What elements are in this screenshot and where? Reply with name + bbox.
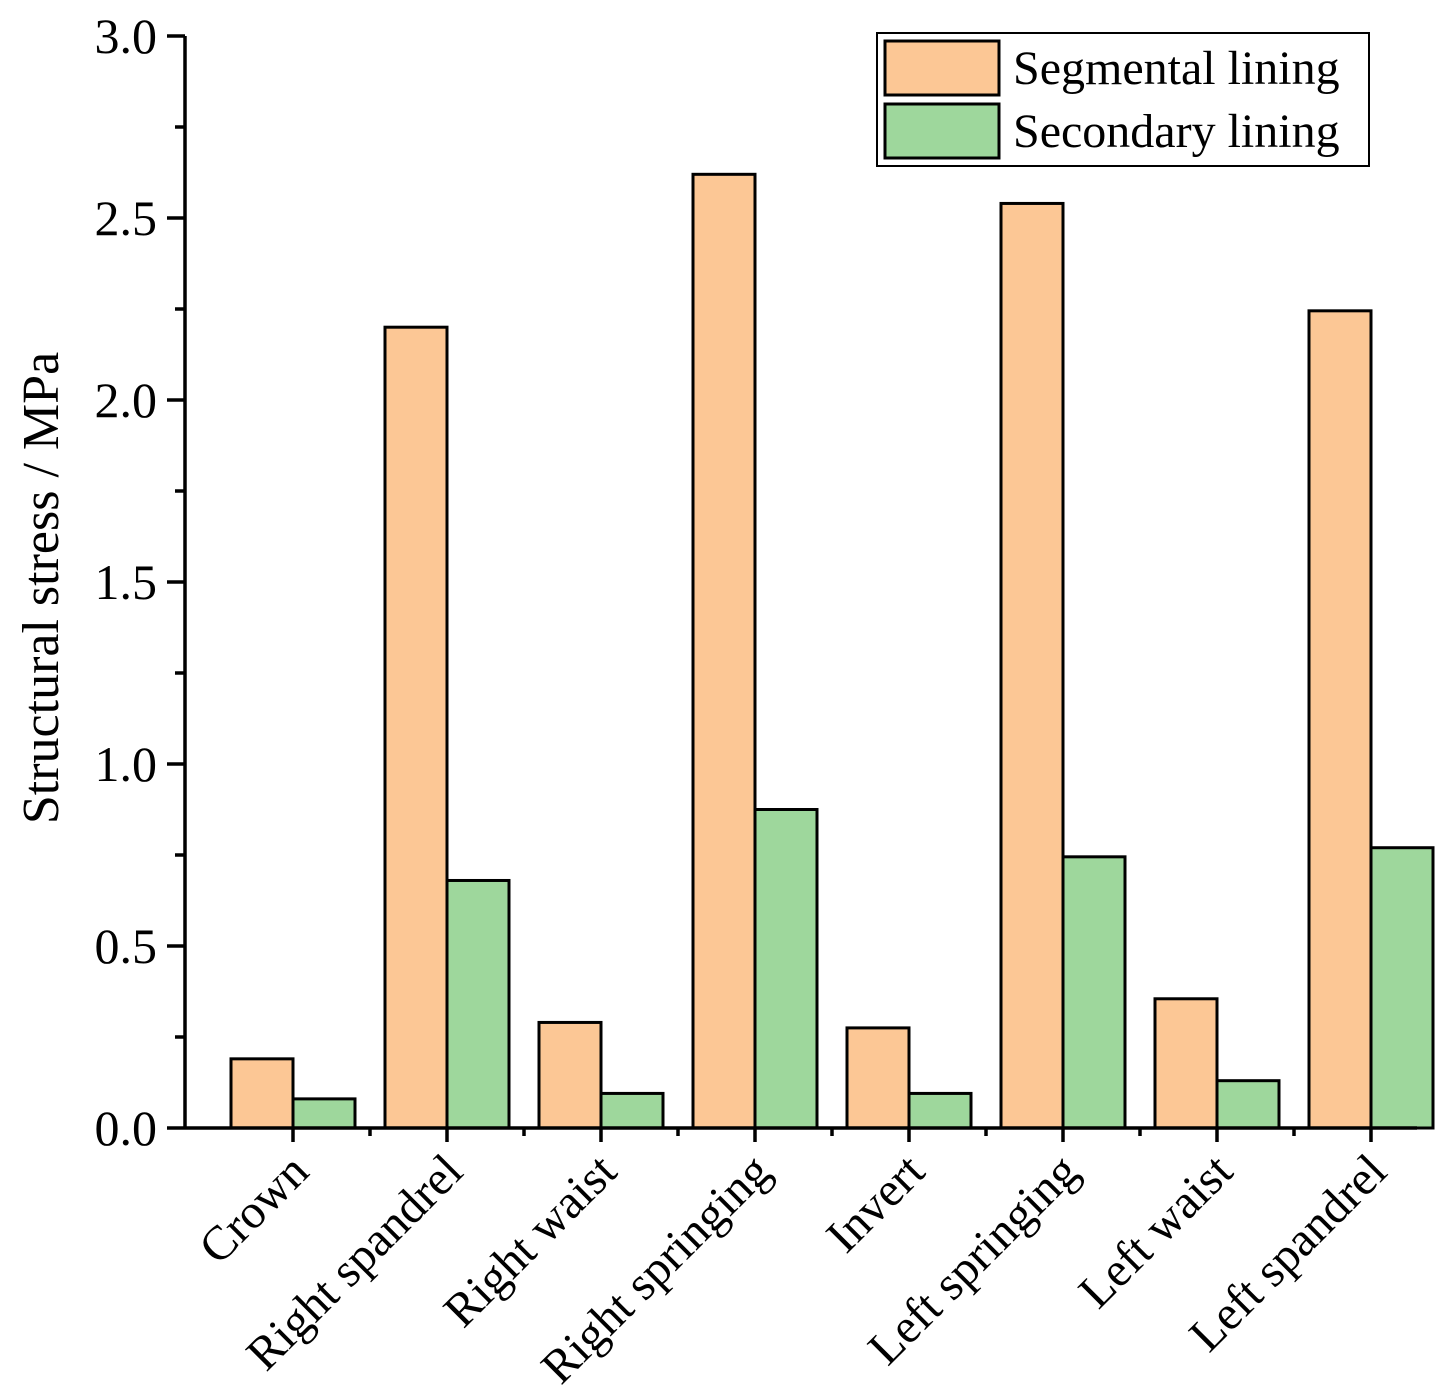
bar-secondary — [1215, 1079, 1281, 1130]
legend-swatch-segmental — [883, 39, 1001, 97]
bar-segmental — [691, 172, 757, 1130]
bar-segmental — [999, 201, 1065, 1130]
bar-segmental — [383, 325, 449, 1130]
bars-group — [229, 172, 1435, 1130]
y-tick-label: 0.0 — [95, 1100, 158, 1156]
bar-segmental — [1153, 997, 1219, 1130]
bar-secondary — [445, 878, 511, 1130]
bar-segmental — [229, 1057, 295, 1130]
bar-secondary — [291, 1097, 357, 1130]
y-ticks-group: 0.0 0.5 1.0 1.5 2.0 2.5 3.0 — [95, 8, 185, 1156]
y-tick-label: 1.5 — [95, 554, 158, 610]
y-axis-title: Structural stress / MPa — [13, 352, 70, 824]
y-tick-label: 3.0 — [95, 8, 158, 64]
bar-secondary — [1369, 846, 1435, 1130]
y-tick-label: 1.0 — [95, 736, 158, 792]
legend: Segmental lining Secondary lining — [876, 32, 1370, 167]
x-category-label: Crown — [189, 1144, 319, 1274]
bar-segmental — [537, 1020, 603, 1130]
bar-segmental — [1307, 309, 1373, 1130]
bar-secondary — [1061, 855, 1127, 1130]
bar-secondary — [753, 808, 819, 1130]
y-tick-label: 0.5 — [95, 918, 158, 974]
y-tick-label: 2.5 — [95, 190, 158, 246]
y-tick-label: 2.0 — [95, 372, 158, 428]
bar-secondary — [599, 1091, 665, 1130]
x-category-label: Invert — [816, 1144, 935, 1263]
bar-segmental — [845, 1026, 911, 1130]
legend-label-secondary: Secondary lining — [1013, 105, 1340, 158]
legend-swatch-secondary — [883, 102, 1001, 160]
legend-label-segmental: Segmental lining — [1013, 42, 1340, 95]
bar-secondary — [907, 1091, 973, 1130]
